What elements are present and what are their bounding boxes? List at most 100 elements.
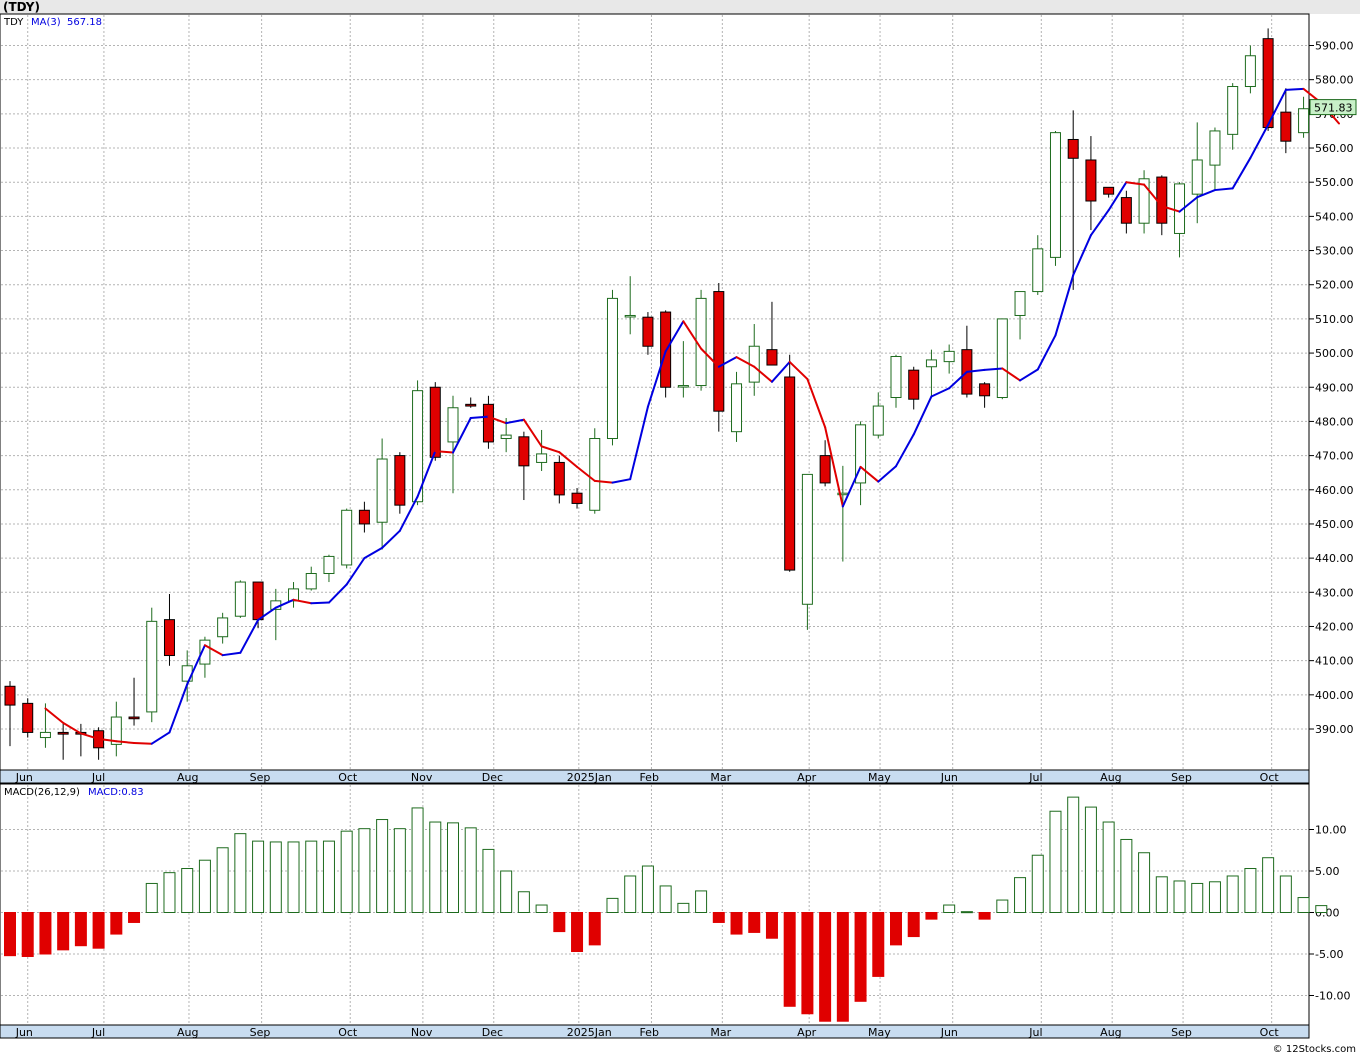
ma3-segment — [576, 465, 596, 482]
macd-bar — [1191, 882, 1204, 914]
ma3-segment — [79, 732, 100, 740]
candle — [57, 723, 69, 760]
ma3-segment — [274, 598, 295, 609]
macd-bar — [181, 868, 194, 914]
candle-body — [979, 383, 991, 397]
candlestick-series — [4, 28, 1310, 760]
macd-x-tick-label: Jun — [940, 1026, 958, 1039]
candle — [234, 580, 246, 618]
candle-body — [766, 349, 778, 366]
macd-bar — [624, 875, 637, 913]
macd-bar — [1155, 876, 1168, 913]
macd-x-tick-label: 2025Jan — [567, 1026, 612, 1039]
macd-bar — [110, 912, 123, 935]
chart-title: (TDY) — [3, 0, 40, 14]
price-x-tick-label: Sep — [250, 771, 271, 784]
last-price-box — [1309, 99, 1357, 116]
macd-bar — [695, 890, 708, 913]
ma3-segment — [115, 740, 136, 745]
price-y-tick-label: 560.00 — [1315, 142, 1354, 155]
macd-y-tick-label: -5.00 — [1315, 948, 1343, 961]
candle — [1191, 122, 1203, 224]
candle — [217, 612, 229, 644]
candle — [943, 344, 955, 374]
ma3-segment — [150, 731, 171, 745]
ma3-segment — [1267, 88, 1287, 126]
candle — [624, 276, 636, 335]
price-y-tick-label: 550.00 — [1315, 176, 1354, 189]
ma3-segment — [522, 418, 543, 448]
candle-body — [1067, 138, 1079, 159]
ma3-segment — [133, 742, 153, 745]
ma3-segment — [717, 356, 738, 368]
candle-body — [341, 509, 353, 566]
candle-body — [624, 314, 636, 318]
candle-body — [1085, 159, 1097, 202]
candle-body — [1138, 178, 1150, 224]
candle — [890, 354, 902, 408]
price-y-tick-label: 480.00 — [1315, 415, 1354, 428]
macd-bar — [872, 912, 885, 977]
macd-bar — [1067, 796, 1080, 914]
ma3-segment — [203, 644, 224, 657]
candle-body — [518, 436, 530, 467]
ma3-segment — [345, 557, 366, 586]
macd-bar — [39, 912, 52, 955]
price-y-tick-label: 400.00 — [1315, 689, 1354, 702]
candle — [163, 594, 175, 666]
ma3-segment — [327, 583, 348, 604]
candle — [1032, 235, 1044, 295]
price-y-tick-label: 510.00 — [1315, 313, 1354, 326]
ma3-segment — [434, 450, 454, 454]
ma3-segment — [611, 478, 632, 484]
candle — [606, 289, 618, 446]
ma3-segment — [1089, 209, 1110, 237]
ma3-segment — [1054, 274, 1075, 337]
title-strip — [0, 0, 1360, 14]
candle — [305, 566, 317, 591]
candle — [1120, 190, 1132, 234]
macd-bar — [748, 912, 761, 933]
last-price-value: 571.83 — [1314, 102, 1353, 115]
candle — [199, 636, 211, 678]
candle-body — [429, 386, 441, 458]
candle-body — [606, 297, 618, 440]
macd-bar — [571, 912, 584, 953]
macd-bar — [1244, 868, 1257, 914]
macd-x-tick-label: Sep — [1171, 1026, 1192, 1039]
price-y-tick-label: 440.00 — [1315, 552, 1354, 565]
candle-body — [234, 581, 246, 617]
macd-bar — [1262, 857, 1275, 913]
price-y-tick-label: 460.00 — [1315, 484, 1354, 497]
candle-body — [589, 438, 601, 511]
candle-body — [39, 731, 51, 739]
macd-bar — [801, 912, 814, 1015]
candle-body — [146, 620, 158, 713]
candle — [1014, 291, 1026, 340]
candle — [128, 677, 140, 726]
macd-bar — [1279, 875, 1292, 913]
macd-bar — [1031, 854, 1044, 913]
ma3-segment — [1231, 156, 1252, 190]
ma3-segment — [788, 360, 809, 381]
symbol-label: TDY — [3, 17, 24, 28]
candle-body — [642, 316, 654, 347]
ma3-segment — [487, 415, 508, 425]
candle — [908, 366, 920, 410]
candle — [412, 380, 424, 506]
ma3-segment — [505, 418, 525, 425]
candle-body — [465, 403, 477, 407]
macd-bar — [588, 912, 601, 946]
candle-body — [890, 355, 902, 399]
ma3-segment — [1178, 196, 1199, 213]
macd-bar — [376, 819, 389, 913]
macd-bar — [925, 912, 938, 920]
candle — [589, 428, 601, 514]
macd-bar — [1049, 810, 1062, 913]
macd-bar — [358, 828, 371, 913]
candle — [925, 349, 937, 396]
candle — [855, 421, 867, 506]
macd-bar — [1084, 806, 1097, 914]
macd-bar — [677, 902, 690, 913]
candle — [1280, 88, 1292, 154]
